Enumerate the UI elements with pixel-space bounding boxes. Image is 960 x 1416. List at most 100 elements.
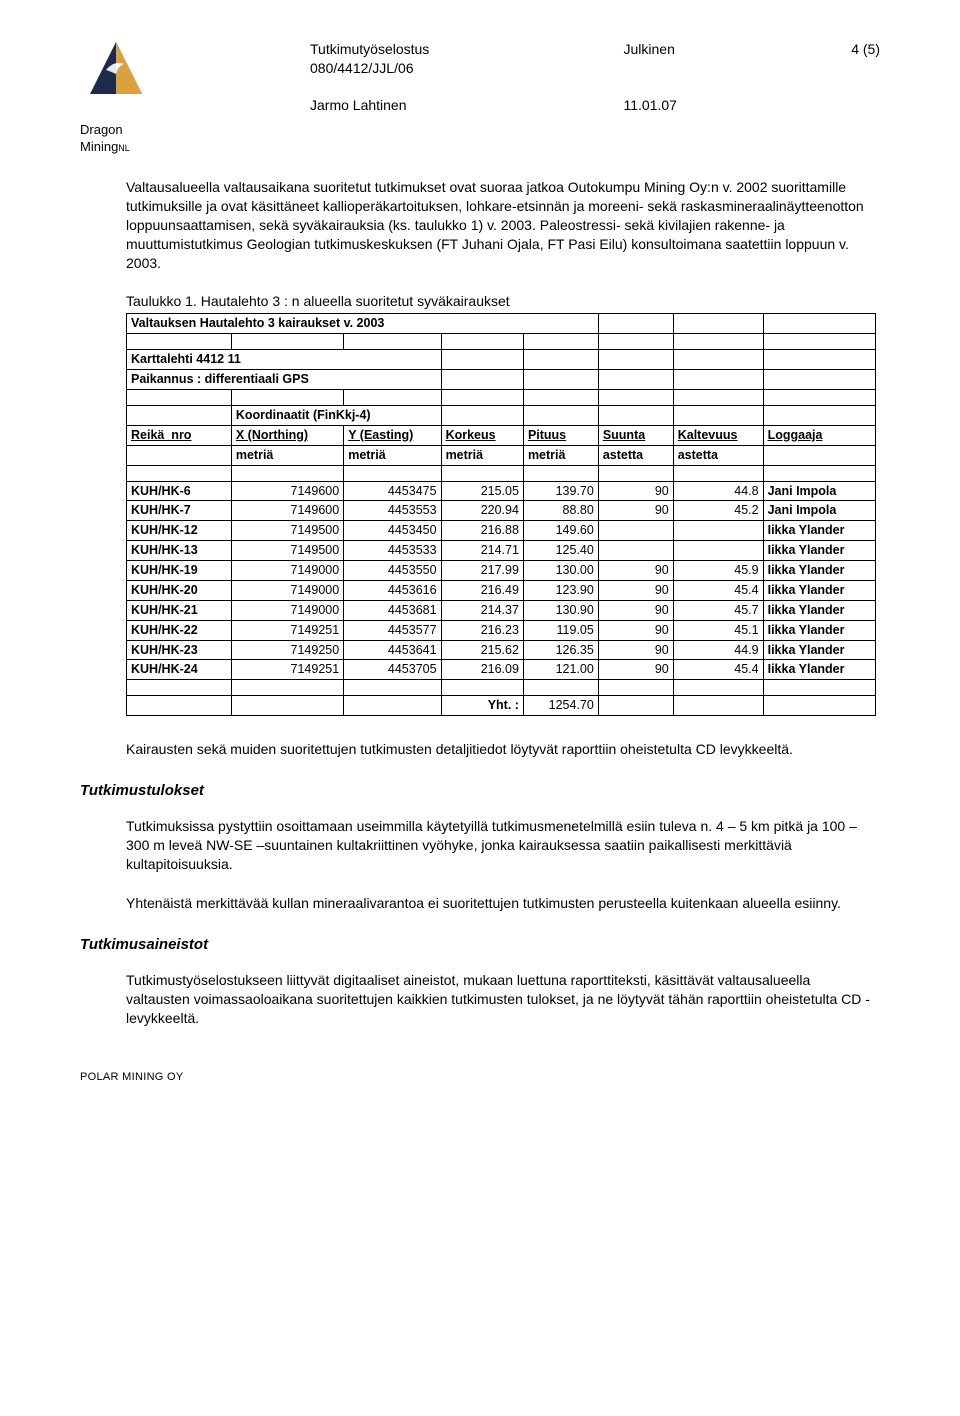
cell-y: 4453705 <box>344 660 441 680</box>
cell-kaltevuus: 45.1 <box>673 620 763 640</box>
company-logo-block: Dragon MiningNL <box>80 40 200 156</box>
cell-reika: KUH/HK-24 <box>127 660 232 680</box>
table-row: KUH/HK-671496004453475215.05139.709044.8… <box>127 481 876 501</box>
cell-loggaaja: Jani Impola <box>763 501 875 521</box>
paragraph-materials: Tutkimustyöselostukseen liittyvät digita… <box>80 971 880 1028</box>
table-title: Valtauksen Hautalehto 3 kairaukset v. 20… <box>127 314 599 334</box>
cell-kaltevuus <box>673 541 763 561</box>
table-meta-karttalehti: Karttalehti 4412 11 <box>127 350 442 370</box>
cell-suunta <box>598 521 673 541</box>
table-meta-paikannus: Paikannus : differentiaali GPS <box>127 370 442 390</box>
cell-suunta: 90 <box>598 600 673 620</box>
cell-y: 4453450 <box>344 521 441 541</box>
cell-kaltevuus: 44.8 <box>673 481 763 501</box>
cell-x: 7149600 <box>231 501 343 521</box>
cell-reika: KUH/HK-7 <box>127 501 232 521</box>
table-row: KUH/HK-1971490004453550217.99130.009045.… <box>127 561 876 581</box>
document-header: Dragon MiningNL Tutkimutyöselostus 080/4… <box>80 40 880 156</box>
table-row <box>127 680 876 696</box>
col-korkeus: Korkeus <box>441 425 523 445</box>
unit-metria: metriä <box>344 445 441 465</box>
yht-value: 1254.70 <box>523 696 598 716</box>
cell-suunta: 90 <box>598 640 673 660</box>
doc-date: 11.01.07 <box>624 96 881 115</box>
cell-pituus: 121.00 <box>523 660 598 680</box>
table-row: Karttalehti 4412 11 <box>127 350 876 370</box>
table-row <box>127 465 876 481</box>
table-row: KUH/HK-2071490004453616216.49123.909045.… <box>127 580 876 600</box>
table-unit-row: metriä metriä metriä metriä astetta aste… <box>127 445 876 465</box>
paragraph-results-2: Yhtenäistä merkittävää kullan mineraaliv… <box>80 894 880 913</box>
col-reika: Reikä_nro <box>127 425 232 445</box>
cell-korkeus: 217.99 <box>441 561 523 581</box>
cell-y: 4453553 <box>344 501 441 521</box>
col-kaltevuus: Kaltevuus <box>673 425 763 445</box>
cell-kaltevuus: 45.4 <box>673 580 763 600</box>
table-coord-header: Koordinaatit (FinKkj-4) <box>231 405 441 425</box>
cell-y: 4453641 <box>344 640 441 660</box>
cell-loggaaja: Jani Impola <box>763 481 875 501</box>
cell-pituus: 125.40 <box>523 541 598 561</box>
table-row: KUH/HK-2271492514453577216.23119.059045.… <box>127 620 876 640</box>
cell-suunta: 90 <box>598 481 673 501</box>
cell-x: 7149500 <box>231 521 343 541</box>
cell-loggaaja: Iikka Ylander <box>763 640 875 660</box>
cell-y: 4453681 <box>344 600 441 620</box>
unit-metria: metriä <box>231 445 343 465</box>
table-row: KUH/HK-2371492504453641215.62126.359044.… <box>127 640 876 660</box>
cell-korkeus: 215.62 <box>441 640 523 660</box>
cell-pituus: 139.70 <box>523 481 598 501</box>
doc-title-line2: 080/4412/JJL/06 <box>310 59 624 78</box>
col-x: X (Northing) <box>231 425 343 445</box>
doc-title-line1: Tutkimutyöselostus <box>310 40 624 59</box>
cell-korkeus: 216.49 <box>441 580 523 600</box>
table-title-row: Valtauksen Hautalehto 3 kairaukset v. 20… <box>127 314 876 334</box>
cell-x: 7149251 <box>231 620 343 640</box>
paragraph-intro: Valtausalueella valtausaikana suoritetut… <box>80 178 880 272</box>
doc-author: Jarmo Lahtinen <box>310 96 624 115</box>
table-row: Paikannus : differentiaali GPS <box>127 370 876 390</box>
cell-korkeus: 214.37 <box>441 600 523 620</box>
cell-reika: KUH/HK-22 <box>127 620 232 640</box>
page-number: 4 (5) <box>851 40 880 59</box>
cell-loggaaja: Iikka Ylander <box>763 561 875 581</box>
cell-suunta: 90 <box>598 620 673 640</box>
cell-x: 7149251 <box>231 660 343 680</box>
cell-y: 4453533 <box>344 541 441 561</box>
table-caption: Taulukko 1. Hautalehto 3 : n alueella su… <box>80 292 880 311</box>
paragraph-cd-note: Kairausten sekä muiden suoritettujen tut… <box>80 740 880 759</box>
cell-suunta: 90 <box>598 660 673 680</box>
cell-y: 4453550 <box>344 561 441 581</box>
table-total-row: Yht. : 1254.70 <box>127 696 876 716</box>
cell-pituus: 88.80 <box>523 501 598 521</box>
cell-pituus: 130.00 <box>523 561 598 581</box>
table-header-row: Reikä_nro X (Northing) Y (Easting) Korke… <box>127 425 876 445</box>
table-row: KUH/HK-2471492514453705216.09121.009045.… <box>127 660 876 680</box>
cell-loggaaja: Iikka Ylander <box>763 521 875 541</box>
cell-pituus: 119.05 <box>523 620 598 640</box>
cell-loggaaja: Iikka Ylander <box>763 600 875 620</box>
heading-tutkimustulokset: Tutkimustulokset <box>80 781 880 801</box>
doc-classification: Julkinen <box>624 40 881 59</box>
cell-korkeus: 216.09 <box>441 660 523 680</box>
cell-pituus: 149.60 <box>523 521 598 541</box>
col-loggaaja: Loggaaja <box>763 425 875 445</box>
cell-y: 4453616 <box>344 580 441 600</box>
cell-suunta: 90 <box>598 561 673 581</box>
cell-reika: KUH/HK-6 <box>127 481 232 501</box>
col-suunta: Suunta <box>598 425 673 445</box>
cell-reika: KUH/HK-23 <box>127 640 232 660</box>
logo-text-bottom: Mining <box>80 139 118 154</box>
cell-kaltevuus: 45.2 <box>673 501 763 521</box>
cell-x: 7149500 <box>231 541 343 561</box>
cell-kaltevuus: 44.9 <box>673 640 763 660</box>
cell-loggaaja: Iikka Ylander <box>763 620 875 640</box>
cell-y: 4453475 <box>344 481 441 501</box>
unit-metria: metriä <box>441 445 523 465</box>
table-row: KUH/HK-1271495004453450216.88149.60Iikka… <box>127 521 876 541</box>
unit-astetta: astetta <box>673 445 763 465</box>
table-row <box>127 389 876 405</box>
cell-reika: KUH/HK-21 <box>127 600 232 620</box>
logo-text-nl: NL <box>118 143 130 153</box>
cell-kaltevuus: 45.9 <box>673 561 763 581</box>
